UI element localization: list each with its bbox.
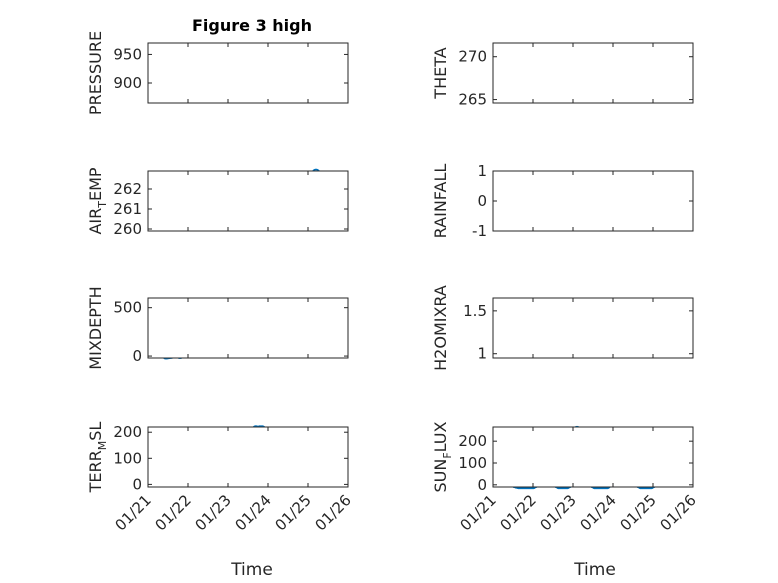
x-tick-label: 01/22 [152,491,195,534]
y-tick-label: 1 [477,345,487,363]
axes-frame [147,42,349,104]
axes-rainfall: -1 0 1 RAINFALL [431,162,694,240]
x-tick-label: 01/26 [657,491,700,534]
y-axis-label: H2OMIXRA [431,285,450,371]
axes-frame [147,170,349,232]
axes-container: 900 950 PRESSURE 265 270 THETA 260 261 262AIRTEM… [86,31,700,534]
y-axis-label: SUNFLUX [431,421,454,492]
y-tick-label: 1.5 [463,302,487,320]
y-tick-label: 200 [458,432,487,450]
y-axis-label: PRESSURE [86,31,105,115]
x-tick-label: 01/21 [112,491,155,534]
y-axis-label: AIRTEMP [86,167,109,234]
y-axis-label: THETA [431,47,450,99]
y-tick-label: 0 [477,192,487,210]
x-axis-label-left: Time [230,560,273,580]
x-tick-label: 01/24 [577,491,620,534]
y-tick-label: 0 [477,476,487,494]
axes-frame [492,42,694,104]
y-tick-label: 100 [113,449,142,467]
y-tick-label: 900 [113,74,142,92]
y-axis-label: MIXDEPTH [86,286,105,369]
x-axis-label-right: Time [573,560,616,580]
axes-mixdepth: 0 500 MIXDEPTH [86,286,349,370]
x-tick-label: 01/23 [192,491,235,534]
figure-title: Figure 3 high [192,16,312,35]
y-axis-label: RAINFALL [431,164,450,239]
x-tick-label: 01/25 [617,491,660,534]
x-tick-label: 01/25 [272,491,315,534]
y-tick-label: 262 [113,180,142,198]
axes-frame [147,426,349,488]
axes-h2omixra: 1 1.5 H2OMIXRA [431,285,694,371]
y-tick-label: 200 [113,423,142,441]
axes-frame [492,297,694,359]
x-tick-label: 01/21 [457,491,500,534]
y-tick-label: 270 [458,48,487,66]
x-tick-label: 01/24 [232,491,275,534]
axes-pressure: 900 950 PRESSURE [86,31,349,115]
y-tick-label: 100 [458,454,487,472]
axes-frame [147,297,349,359]
y-axis-label: TERRMSL [86,422,109,494]
y-tick-label: 260 [113,220,142,238]
axes-frame [492,170,694,232]
x-tick-label: 01/23 [537,491,580,534]
y-tick-label: 950 [113,45,142,63]
axes-frame [492,426,694,488]
y-tick-label: 0 [132,475,142,493]
y-tick-label: 0 [132,347,142,365]
x-tick-label: 01/22 [497,491,540,534]
y-tick-label: 265 [458,91,487,109]
y-tick-label: 500 [113,299,142,317]
y-tick-label: -1 [472,222,487,240]
y-tick-label: 261 [113,200,142,218]
y-tick-label: 1 [477,162,487,180]
axes-theta: 265 270 THETA [431,42,694,109]
x-tick-label: 01/26 [312,491,355,534]
